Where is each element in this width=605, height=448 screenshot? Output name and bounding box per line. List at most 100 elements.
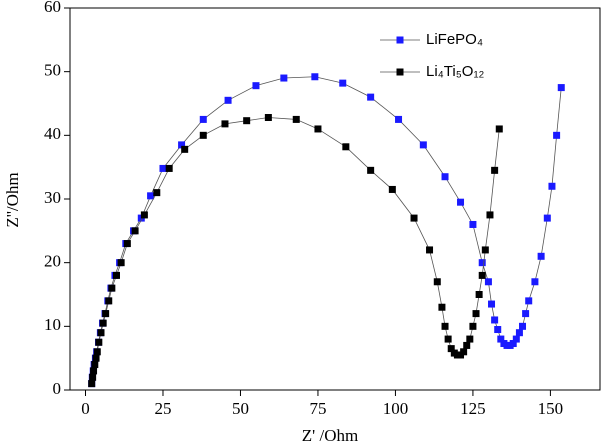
point <box>484 278 492 286</box>
legend-label: Li₄Ti₅O₁₂ <box>426 63 485 80</box>
point <box>478 271 486 279</box>
point <box>199 131 207 139</box>
y-tick-label: 0 <box>53 379 62 398</box>
point <box>494 326 502 334</box>
point <box>280 74 288 82</box>
point <box>147 192 155 200</box>
point <box>548 182 556 190</box>
point <box>515 329 523 337</box>
point <box>444 335 452 343</box>
point <box>367 93 375 101</box>
point <box>252 82 260 90</box>
point <box>140 211 148 219</box>
point <box>460 348 468 356</box>
point <box>410 214 418 222</box>
point <box>491 316 499 324</box>
point <box>447 345 455 353</box>
point <box>97 329 105 337</box>
point <box>466 335 474 343</box>
point <box>531 278 539 286</box>
y-tick-label: 50 <box>44 61 61 80</box>
point <box>221 120 229 128</box>
point <box>525 297 533 305</box>
x-tick-label: 150 <box>538 399 564 418</box>
point <box>537 252 545 260</box>
point <box>472 310 480 318</box>
y-axis-label: Z''/Ohm <box>3 172 22 227</box>
point <box>457 198 465 206</box>
point <box>543 214 551 222</box>
point <box>311 73 319 81</box>
point <box>108 284 116 292</box>
x-tick-label: 100 <box>383 399 409 418</box>
point <box>314 125 322 133</box>
point <box>264 114 272 122</box>
point <box>553 131 561 139</box>
x-tick-label: 50 <box>232 399 249 418</box>
series-line <box>91 76 562 384</box>
point <box>488 300 496 308</box>
point <box>102 310 110 318</box>
point <box>497 335 505 343</box>
point <box>475 291 483 298</box>
point <box>99 319 107 327</box>
x-tick-label: 125 <box>460 399 486 418</box>
x-tick-label: 0 <box>81 399 90 418</box>
point <box>512 335 520 343</box>
point <box>469 322 477 330</box>
point <box>181 145 189 153</box>
y-tick-label: 20 <box>44 252 61 271</box>
point <box>159 164 167 172</box>
point <box>123 240 131 248</box>
point <box>90 367 98 375</box>
point <box>224 96 232 104</box>
point <box>557 84 565 92</box>
point <box>438 303 446 311</box>
y-tick-label: 40 <box>44 124 61 143</box>
series-line <box>91 117 500 384</box>
point <box>105 297 113 305</box>
point <box>495 125 503 133</box>
point <box>88 380 96 388</box>
point <box>395 115 403 123</box>
point <box>481 246 489 254</box>
point <box>292 115 300 123</box>
point <box>367 166 375 174</box>
point <box>95 338 103 346</box>
x-tick-label: 25 <box>154 399 171 418</box>
point <box>463 341 471 349</box>
x-axis-label: Z' /Ohm <box>302 426 358 445</box>
legend-label: LiFePO₄ <box>426 31 483 48</box>
point <box>419 141 427 149</box>
y-tick-label: 30 <box>44 188 61 207</box>
point <box>93 348 101 356</box>
point <box>441 173 449 181</box>
y-tick-label: 10 <box>44 315 61 334</box>
point <box>509 340 517 348</box>
point <box>243 117 251 125</box>
point <box>519 322 527 330</box>
legend-marker <box>396 36 404 44</box>
x-tick-label: 75 <box>309 399 326 418</box>
point <box>199 115 207 123</box>
point <box>388 185 396 193</box>
point <box>117 259 125 267</box>
point <box>112 271 120 279</box>
point <box>522 310 530 318</box>
point <box>92 354 100 362</box>
point <box>426 246 434 254</box>
point <box>469 220 477 228</box>
point <box>342 143 350 151</box>
point <box>91 361 99 369</box>
y-tick-label: 60 <box>44 0 61 16</box>
point <box>478 259 486 267</box>
point <box>153 189 161 197</box>
point <box>433 278 441 286</box>
legend-marker <box>396 68 404 76</box>
point <box>486 211 494 219</box>
point <box>89 373 97 381</box>
point <box>178 141 186 149</box>
point <box>165 164 173 172</box>
point <box>491 166 499 174</box>
